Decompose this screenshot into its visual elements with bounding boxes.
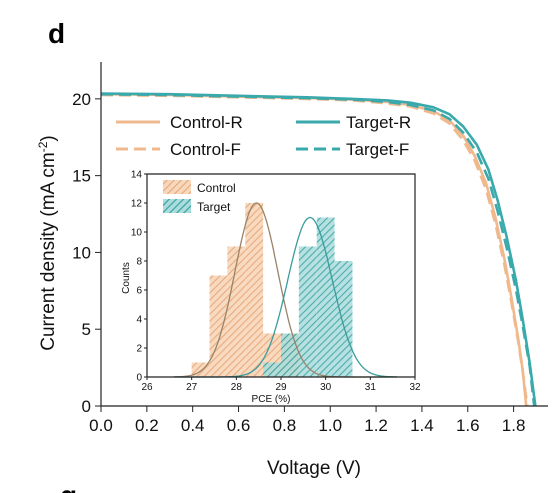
inset-y-tick-label: 4 [136,315,142,326]
main-x-tick-label: 1.2 [364,416,388,435]
inset-x-tick-label: 32 [409,382,421,393]
legend-label: Control-F [170,140,241,159]
main-x-tick-label: 1.0 [318,416,342,435]
inset-legend-swatch [163,180,191,194]
histogram-bar-target [281,333,299,377]
inset-x-tick-label: 28 [231,382,243,393]
inset-legend: Control Target [163,180,236,214]
inset-legend-label: Target [197,200,231,214]
histogram-bar-control [209,275,228,377]
inset-x-tick-label: 26 [141,382,153,393]
main-x-tick-label: 1.6 [456,416,480,435]
inset-y-axis-title: Counts [121,262,132,294]
inset-y-tick-label: 0 [136,373,142,384]
main-x-axis-title: Voltage (V) [267,458,361,479]
inset-y-tick-label: 14 [131,170,143,181]
legend-label: Target-R [346,113,411,132]
jv-series-target-f [100,92,536,407]
inset-y-tick-label: 2 [136,344,142,355]
histogram-bar-target [316,217,335,377]
main-x-tick-label: 1.4 [410,416,434,435]
inset-x-tick-label: 30 [320,382,332,393]
inset-x-tick-label: 31 [365,382,377,393]
jv-curve-chart: 0.0 0.2 0.4 0.6 0.8 1.0 1.2 1.4 1.6 1.8 05101520 … [36,62,548,479]
histogram-bar-target [263,362,281,377]
histogram-bars [191,203,353,377]
main-x-tick-label: 0.6 [227,416,251,435]
main-y-tick-label: 5 [82,320,91,339]
main-y-axis-title: Current density (mA cm-2) [36,135,59,351]
next-panel-label: g [60,480,77,493]
main-legend: Control-R Target-R Control-F Target-F [116,113,411,159]
main-x-tick-label: 0.0 [89,416,113,435]
histogram-bar-target [298,246,317,377]
main-y-tick-label: 20 [72,90,91,109]
inset-x-tick-label: 29 [275,382,287,393]
jv-series-control-f [100,93,529,407]
main-y-tick-label: 15 [72,167,91,186]
inset-x-axis-title: PCE (%) [252,394,291,405]
pce-histogram-inset: 26 27 28 29 30 31 32 0 2 4 6 8 10 12 14 PCE (%) Count… [121,170,421,406]
inset-x-tick-label: 27 [186,382,198,393]
main-x-tick-label: 0.8 [273,416,297,435]
inset-legend-label: Control [197,181,236,195]
main-y-tick-label: 0 [82,397,91,416]
histogram-bar-control [245,203,264,377]
inset-y-ticks: 0 2 4 6 8 10 12 14 [131,170,147,384]
histogram-bar-control [227,246,246,377]
panel-label: d [48,18,65,49]
main-y-ticks: 0 5 10 15 20 [72,90,101,416]
jv-series-target-r [100,92,537,407]
jv-curves [100,92,537,407]
legend-label: Control-R [170,113,243,132]
inset-legend-swatch [163,199,191,213]
main-x-ticks: 0.0 0.2 0.4 0.6 0.8 1.0 1.2 1.4 1.6 1.8 [89,406,525,435]
inset-x-ticks: 26 27 28 29 30 31 32 [141,377,421,393]
main-x-tick-label: 1.8 [502,416,526,435]
inset-y-tick-label: 12 [131,199,143,210]
inset-y-tick-label: 10 [131,228,143,239]
main-x-tick-label: 0.2 [135,416,159,435]
inset-y-tick-label: 6 [136,286,142,297]
main-y-tick-label: 10 [72,243,91,262]
legend-label: Target-F [346,140,409,159]
inset-y-tick-label: 8 [136,257,142,268]
histogram-bar-target [334,261,353,377]
main-x-tick-label: 0.4 [181,416,205,435]
